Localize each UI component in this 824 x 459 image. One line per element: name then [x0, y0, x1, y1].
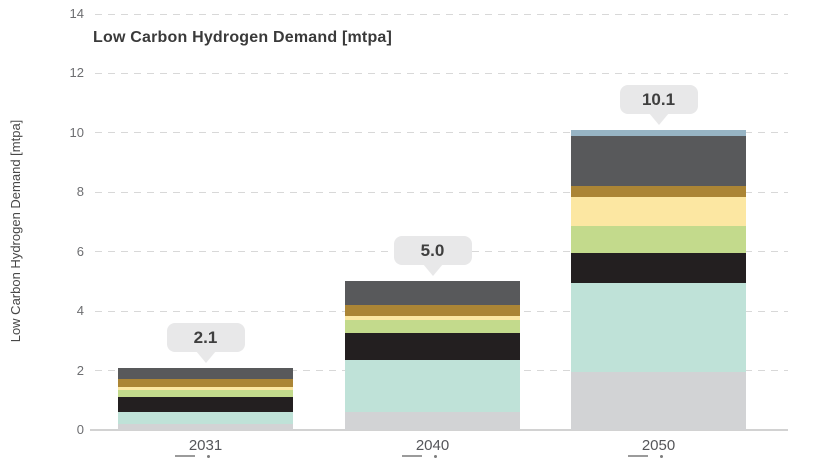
segment-pale-yellow [118, 386, 293, 390]
segment-dark-gray [345, 281, 520, 306]
y-tick-label: 10 [69, 124, 84, 140]
segment-black [571, 253, 746, 283]
segment-gold [118, 379, 293, 387]
y-tick-label: 14 [69, 6, 84, 21]
segment-light-green [345, 320, 520, 334]
segment-light-gray [571, 372, 746, 430]
segment-light-green [118, 389, 293, 398]
total-value-bubble: 2.1 [166, 322, 245, 363]
segment-gold [571, 186, 746, 197]
segment-slate-blue [571, 129, 746, 136]
segment-black [118, 397, 293, 413]
y-tick-label: 2 [76, 362, 84, 378]
segment-pale-yellow [345, 315, 520, 321]
bottom-mark [627, 455, 648, 457]
x-axis-line [90, 429, 788, 431]
y-tick-label: 8 [76, 184, 84, 200]
gridline-y8 [95, 191, 788, 193]
segment-dark-gray [118, 367, 293, 380]
segment-light-green [571, 226, 746, 254]
x-tick-label: 2031 [188, 437, 223, 454]
segment-teal [571, 282, 746, 373]
segment-gold [345, 305, 520, 316]
gridline-y14 [95, 13, 788, 15]
total-value-bubble: 10.1 [619, 84, 698, 125]
x-tick-label: 2040 [415, 437, 450, 454]
total-value-bubble: 5.0 [393, 236, 472, 277]
bubble-pointer [195, 350, 216, 363]
y-tick-label: 0 [76, 422, 84, 437]
y-axis-title: Low Carbon Hydrogen Demand [mtpa] [8, 119, 23, 343]
gridline-y12 [95, 72, 788, 74]
bottom-mark [433, 455, 437, 458]
segment-light-gray [118, 424, 293, 430]
segment-teal [345, 360, 520, 413]
bottom-mark [174, 455, 195, 457]
bottom-mark [659, 455, 663, 458]
y-tick-label: 4 [76, 303, 84, 319]
bottom-mark [206, 455, 210, 458]
segment-dark-gray [571, 135, 746, 187]
y-tick-label: 6 [76, 243, 84, 259]
x-tick-label: 2050 [641, 437, 676, 454]
gridline-y10 [95, 132, 788, 134]
segment-teal [118, 412, 293, 425]
bubble-pointer [648, 112, 669, 125]
segment-black [345, 333, 520, 361]
bottom-mark [401, 455, 422, 457]
y-tick-label: 12 [69, 65, 84, 81]
bubble-pointer [422, 264, 443, 277]
segment-pale-yellow [571, 196, 746, 227]
chart-title: Low Carbon Hydrogen Demand [mtpa] [93, 29, 393, 46]
segment-light-gray [345, 412, 520, 430]
